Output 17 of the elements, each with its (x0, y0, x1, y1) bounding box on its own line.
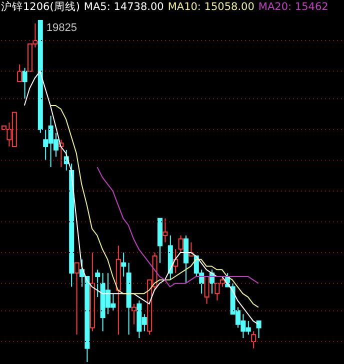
candlestick (74, 262, 80, 336)
candlestick (204, 276, 210, 304)
candlestick (184, 234, 188, 284)
candlestick (22, 67, 28, 100)
candlestick (95, 269, 100, 298)
text: MA10: 15058.00 (168, 1, 254, 13)
candlestick (256, 320, 262, 339)
candlestick (121, 252, 126, 277)
candlestick (132, 303, 136, 325)
candlestick (162, 218, 168, 243)
candlestick (178, 234, 184, 254)
candlestick (251, 330, 256, 349)
chart-title: 沪锌1206(周线) (1, 1, 80, 13)
candlestick (17, 64, 22, 82)
annotation: 19825 (46, 22, 77, 34)
text: MA20: 15462 (258, 1, 328, 13)
text: MA5: 14738.00 (84, 1, 164, 13)
